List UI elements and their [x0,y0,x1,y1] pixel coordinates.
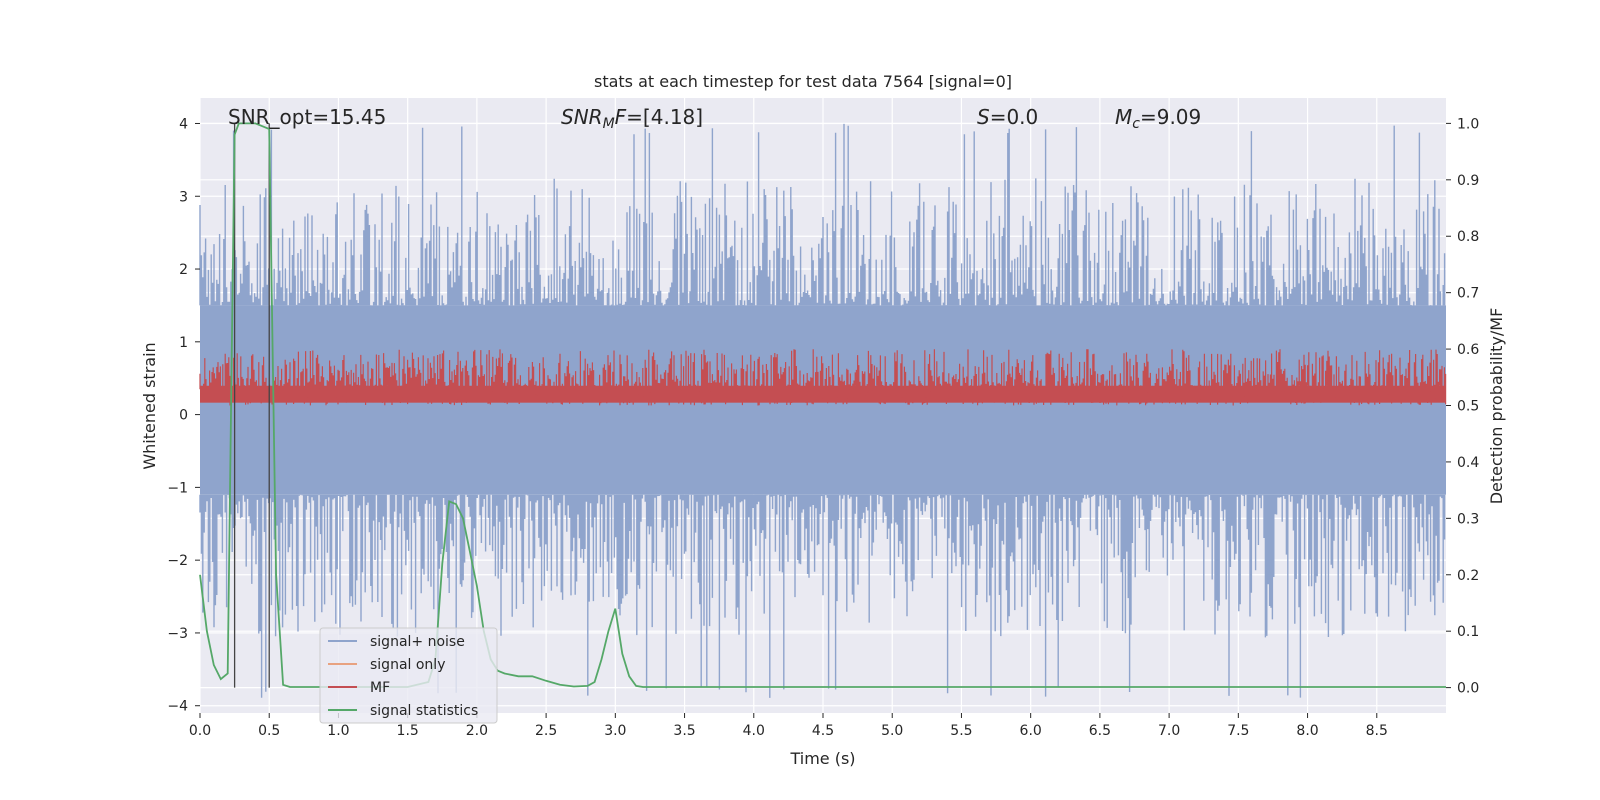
x-tick-label: 3.0 [604,723,626,739]
legend-label: signal+ noise [370,634,465,650]
x-tick-label: 2.5 [535,723,557,739]
y-right-tick-label: 0.7 [1457,286,1479,302]
x-tick-label: 7.5 [1227,723,1249,739]
y-axis-right-label: Detection probability/MF [1487,308,1506,505]
legend-box [319,627,498,724]
s-value: =0.0 [990,105,1039,129]
x-tick-label: 8.0 [1296,723,1318,739]
x-tick-label: 2.0 [466,723,488,739]
y-axis-left-label: Whitened strain [140,342,159,469]
y-left-tick-label: −2 [167,553,188,569]
y-left-tick-label: 1 [179,335,188,351]
signal-statistics-series [199,122,1446,688]
x-tick-label: 0.5 [258,723,280,739]
mf-spikes [199,349,1447,406]
legend-label: signal only [370,657,445,673]
x-tick-label: 6.0 [1020,723,1042,739]
signal-statistics-line [199,122,1446,688]
y-left-tick-label: 4 [179,116,188,132]
x-tick-label: 5.5 [950,723,972,739]
x-tick-label: 0.0 [189,723,211,739]
y-right-tick-label: 1.0 [1457,116,1479,132]
y-right-tick-label: 0.3 [1457,511,1479,527]
y-right-tick-label: 0.4 [1457,455,1479,471]
legend-label: signal statistics [370,703,478,719]
y-right-tick-label: 0.1 [1457,624,1479,640]
x-tick-label: 8.5 [1366,723,1388,739]
y-left-tick-label: 0 [179,408,188,424]
y-right-tick-label: 0.2 [1457,568,1479,584]
mc-label: M [1115,105,1132,129]
s-annotation: S=0.0 [977,105,1038,129]
x-axis-label: Time (s) [789,749,855,768]
y-right-tick-label: 0.0 [1457,681,1479,697]
snr-opt-annotation: SNR_opt=15.45 [228,105,386,129]
x-tick-label: 1.5 [397,723,419,739]
snr-mf-value: =[4.18] [626,105,703,129]
x-tick-label: 1.0 [327,723,349,739]
legend: signal+ noise signal only MF signal statist… [319,627,498,724]
noise-upper-spikes [199,123,1446,306]
vertical-markers [233,123,270,688]
snr-mf-label: SNR [561,105,603,129]
chart-title: stats at each timestep for test data 756… [594,72,1012,91]
noise-lower-spikes [199,494,1446,698]
y-left-tick-label: 2 [179,262,188,278]
y-left-tick-label: 3 [179,189,188,205]
y-axis-left-ticks: 4 3 2 1 0 −1 −2 −3 −4 [167,116,200,715]
mf-series [199,349,1447,406]
y-left-tick-label: −4 [167,699,188,715]
x-tick-label: 4.0 [743,723,765,739]
y-right-tick-label: 0.6 [1457,342,1479,358]
mc-sub: c [1132,116,1140,132]
legend-label: MF [370,680,390,696]
mc-value: =9.09 [1140,105,1201,129]
x-tick-label: 7.0 [1158,723,1180,739]
y-left-tick-label: −3 [167,626,188,642]
y-axis-right-ticks: 1.0 0.9 0.8 0.7 0.6 0.5 0.4 0.3 0.2 0.1 0.0 [1446,116,1479,697]
y-right-tick-label: 0.5 [1457,399,1479,415]
snr-mf-f: F [615,105,627,129]
s-label: S [977,105,990,129]
x-tick-label: 5.0 [881,723,903,739]
mc-annotation: Mc=9.09 [1115,105,1201,132]
y-right-tick-label: 0.8 [1457,229,1479,245]
x-tick-label: 3.5 [673,723,695,739]
x-axis-ticks: 0.0 0.5 1.0 1.5 2.0 2.5 3.0 3.5 4.0 4.5 5.0 5.5 6.0 6… [189,713,1388,739]
y-left-tick-label: −1 [167,480,188,496]
snr-mf-annotation: SNRMF=[4.18] [561,105,703,132]
x-tick-label: 4.5 [812,723,834,739]
x-tick-label: 6.5 [1089,723,1111,739]
y-right-tick-label: 0.9 [1457,173,1479,189]
snr-mf-sub: M [603,116,615,132]
